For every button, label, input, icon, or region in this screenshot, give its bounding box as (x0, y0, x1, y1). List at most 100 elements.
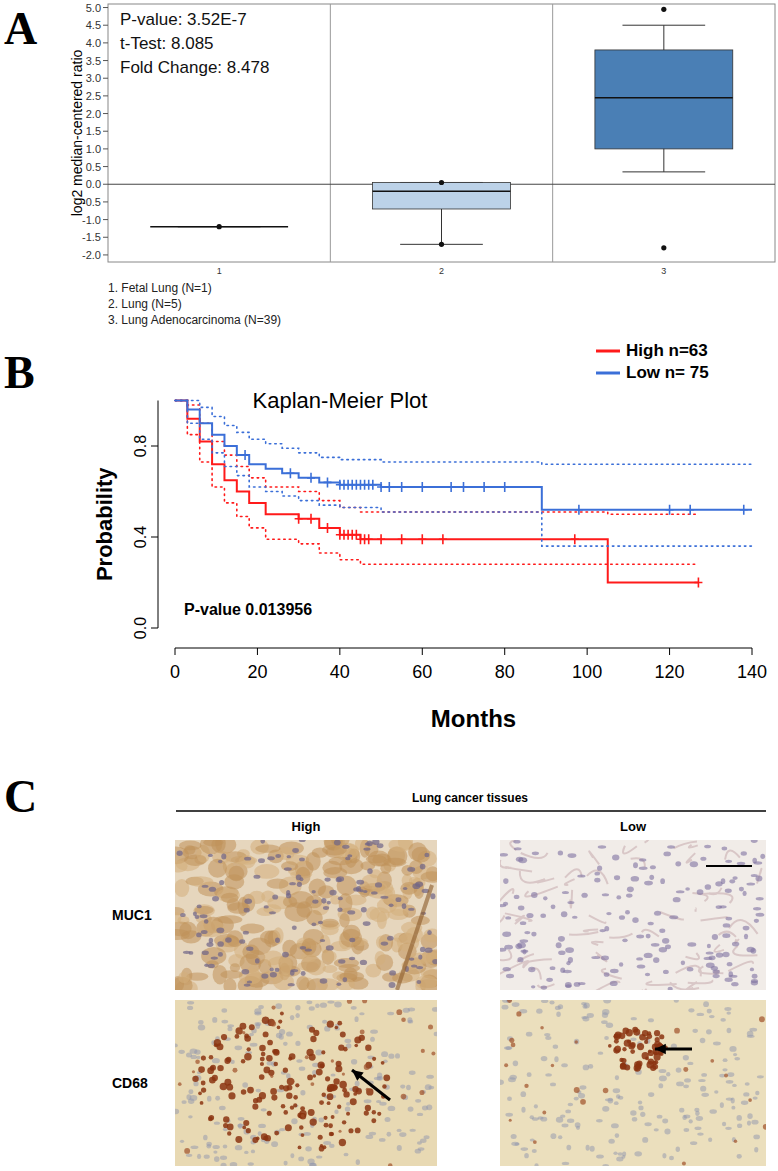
x-tick-label: 0 (170, 662, 180, 682)
texture-stain (682, 1161, 686, 1165)
micrograph-background (175, 1000, 437, 1166)
texture-nucleus (426, 1104, 432, 1110)
texture-nucleus (242, 1082, 248, 1087)
texture-nucleus (212, 1145, 219, 1149)
texture-nucleus (211, 956, 218, 959)
texture-nucleus (346, 1102, 350, 1106)
texture-stain (295, 1083, 299, 1087)
texture-nucleus (551, 904, 556, 909)
texture-nucleus (561, 911, 568, 917)
texture-nucleus (602, 1106, 609, 1112)
texture-nucleus (747, 1035, 755, 1038)
texture-fiber (701, 917, 728, 921)
texture-nucleus (657, 1115, 663, 1119)
texture-nucleus (220, 1155, 227, 1160)
texture-nucleus (653, 957, 659, 963)
texture-nucleus (410, 1129, 416, 1132)
texture-nucleus (532, 1149, 537, 1153)
texture-nucleus (209, 938, 213, 944)
texture-stain (346, 1112, 350, 1116)
texture-nucleus (244, 1151, 248, 1154)
texture-nucleus (712, 934, 718, 940)
texture-nucleus (416, 980, 421, 984)
texture-cell (178, 972, 189, 983)
texture-nucleus (565, 982, 572, 988)
texture-nucleus (380, 896, 388, 899)
texture-nucleus (388, 1106, 396, 1111)
texture-nucleus (244, 898, 252, 904)
texture-nucleus (248, 1162, 254, 1166)
y-axis-title: log2 median-centered ratio (69, 50, 85, 217)
texture-stain (372, 1110, 376, 1114)
texture-stain (209, 1115, 214, 1120)
texture-nucleus (387, 1012, 394, 1016)
texture-nucleus (662, 938, 669, 944)
texture-nucleus (737, 1123, 742, 1128)
texture-nucleus (256, 1089, 262, 1093)
texture-nucleus (172, 1109, 179, 1115)
texture-stain (366, 1088, 370, 1092)
texture-nucleus (508, 1077, 516, 1082)
texture-stain (348, 1128, 353, 1133)
texture-nucleus (272, 894, 278, 899)
texture-nucleus (615, 1133, 619, 1138)
texture-nucleus (576, 1126, 580, 1130)
category-separator (330, 4, 331, 262)
texture-nucleus (223, 1145, 227, 1149)
texture-cell (264, 950, 283, 965)
texture-nucleus (247, 980, 252, 983)
censor-mark (398, 482, 406, 492)
texture-nucleus (365, 1135, 373, 1139)
texture-nucleus (594, 872, 600, 876)
micrograph-background (500, 1000, 766, 1166)
texture-nucleus (577, 874, 585, 877)
texture-fiber (729, 920, 758, 934)
point (661, 245, 666, 250)
texture-cell (323, 951, 337, 962)
texture-nucleus (625, 910, 630, 915)
texture-nucleus (420, 864, 426, 870)
texture-stain (639, 1034, 646, 1041)
y-tick-label: 0.0 (132, 617, 149, 639)
texture-nucleus (296, 1059, 302, 1062)
texture-nucleus (295, 1013, 299, 1018)
texture-stain (270, 1088, 277, 1095)
texture-stain (283, 1085, 289, 1091)
texture-nucleus (297, 882, 302, 887)
texture-nucleus (747, 1120, 751, 1125)
texture-nucleus (258, 1124, 266, 1128)
texture-nucleus (563, 970, 572, 973)
texture-nucleus (583, 1065, 589, 1071)
texture-stain (327, 1021, 334, 1028)
texture-nucleus (723, 1058, 728, 1062)
texture-stain (232, 1068, 237, 1073)
texture-stain (209, 1055, 214, 1060)
texture-nucleus (703, 1001, 709, 1007)
texture-nucleus (707, 944, 711, 948)
texture-fiber (676, 966, 701, 977)
texture-nucleus (415, 1099, 421, 1103)
texture-stain (383, 1074, 390, 1081)
texture-stain (333, 1078, 339, 1084)
texture-stain (319, 1100, 324, 1105)
censor-mark (377, 482, 385, 492)
texture-cell (200, 835, 222, 854)
micrograph (497, 998, 769, 1168)
texture-stain (634, 1064, 641, 1071)
texture-nucleus (700, 857, 706, 861)
texture-nucleus (586, 1145, 590, 1151)
texture-stain (249, 1024, 255, 1030)
texture-nucleus (568, 853, 577, 858)
texture-stain (260, 1057, 265, 1062)
texture-fiber (733, 946, 757, 956)
texture-nucleus (551, 1133, 557, 1139)
censor-mark (307, 514, 315, 524)
texture-nucleus (594, 878, 600, 883)
censor-mark (323, 523, 331, 533)
texture-nucleus (521, 1147, 529, 1151)
texture-nucleus (251, 1149, 255, 1153)
texture-stain (274, 1062, 279, 1067)
texture-fiber (609, 934, 632, 938)
texture-nucleus (729, 975, 738, 978)
texture-nucleus (697, 1132, 703, 1135)
